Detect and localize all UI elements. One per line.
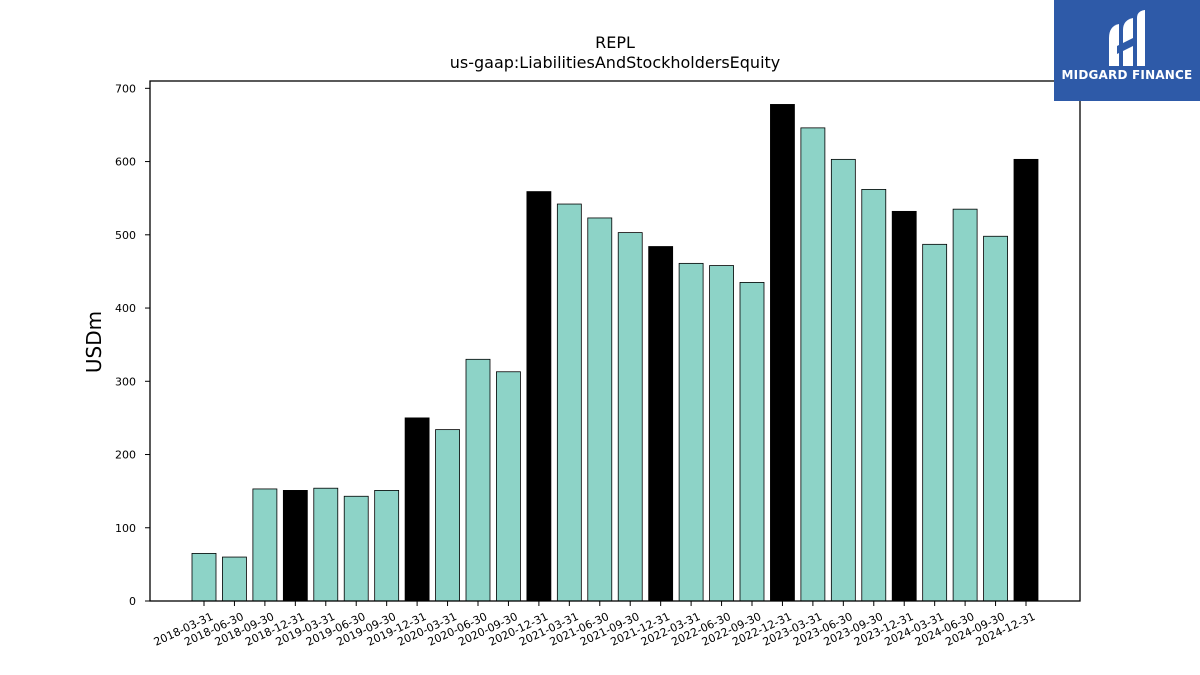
x-axis-ticks: 2018-03-312018-06-302018-09-302018-12-31…	[152, 601, 1037, 649]
midgard-logo-icon	[1109, 10, 1145, 66]
y-tick-label: 100	[115, 522, 136, 535]
bars-group	[191, 104, 1039, 602]
bar-2022-09-30	[739, 282, 765, 602]
bar-2019-12-31	[404, 417, 430, 602]
bar-2024-06-30	[952, 208, 978, 602]
bar-2019-09-30	[374, 490, 400, 602]
bar-2018-12-31	[282, 490, 308, 602]
brand-logo: MIDGARD FINANCE	[1054, 0, 1200, 101]
y-axis-ticks: 0 100 200 300 400 500 600 700	[115, 82, 150, 608]
logo-text: MIDGARD FINANCE	[1061, 68, 1193, 82]
bar-2021-06-30	[587, 217, 613, 602]
bar-2018-03-31	[191, 552, 217, 602]
y-tick-label: 0	[129, 595, 136, 608]
bar-2019-03-31	[313, 487, 339, 602]
bar-2019-06-30	[343, 495, 369, 602]
y-tick-label: 500	[115, 229, 136, 242]
bar-2022-03-31	[678, 262, 704, 602]
bar-2024-12-31	[1013, 158, 1039, 602]
bar-2021-03-31	[556, 203, 582, 602]
bar-2020-03-31	[435, 429, 460, 602]
bar-2023-03-31	[800, 127, 826, 602]
y-tick-label: 300	[115, 375, 136, 388]
bar-2024-09-30	[983, 235, 1008, 602]
y-tick-label: 400	[115, 302, 136, 315]
y-tick-label: 600	[115, 156, 136, 169]
bar-2020-12-31	[526, 191, 552, 602]
y-tick-label: 700	[115, 82, 136, 95]
bar-2018-09-30	[252, 488, 278, 602]
chart-subtitle: us-gaap:LiabilitiesAndStockholdersEquity	[450, 53, 781, 72]
bar-2020-06-30	[465, 358, 491, 602]
bar-2023-12-31	[891, 210, 917, 602]
chart-title: REPL	[595, 33, 635, 52]
y-tick-label: 200	[115, 449, 136, 462]
bar-2018-06-30	[222, 556, 247, 602]
bar-2021-12-31	[648, 246, 674, 602]
y-axis-label: USDm	[82, 311, 106, 373]
bar-2021-09-30	[617, 232, 643, 602]
bar-2020-09-30	[496, 371, 521, 602]
bar-2023-06-30	[830, 158, 856, 602]
bar-2022-12-31	[770, 104, 795, 602]
bar-2023-09-30	[861, 188, 887, 602]
plot-frame	[149, 80, 1081, 602]
bar-2022-06-30	[709, 265, 734, 602]
bar-2024-03-31	[922, 243, 948, 602]
